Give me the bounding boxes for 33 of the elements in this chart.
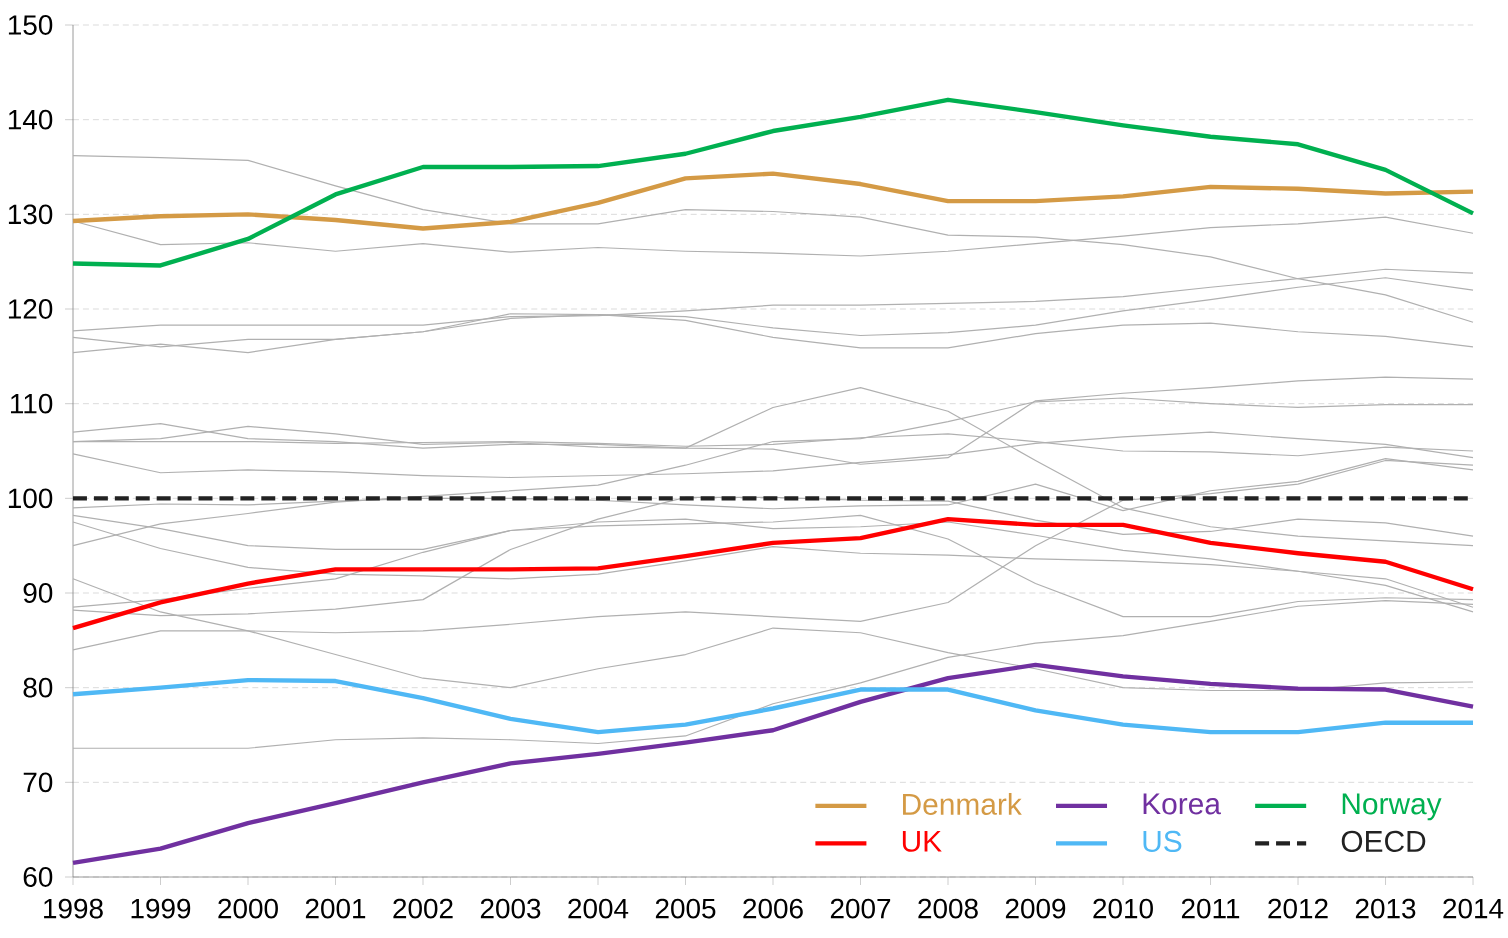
y-tick-label: 80 [23,677,53,698]
y-tick-label: 130 [8,204,53,225]
y-tick-label: 140 [8,109,53,130]
y-tick-label: 70 [23,772,53,793]
legend-label: OECD [1341,830,1426,852]
x-tick-label: 2005 [655,898,716,919]
x-tick-label: 2000 [218,898,278,919]
legend-label: Korea [1143,793,1221,815]
x-tick-label: 2011 [1181,898,1240,919]
x-tick-label: 2003 [480,898,541,919]
x-tick-label: 2004 [568,898,629,919]
x-tick-label: 2002 [393,898,453,919]
x-tick-label: 2009 [1005,898,1066,919]
x-tick-label: 2010 [1093,898,1153,919]
x-tick-label: 2008 [918,898,978,919]
y-tick-label: 60 [23,867,53,887]
legend-label: US [1143,830,1182,852]
legend-label: Norway [1342,793,1442,821]
legend-label: UK [902,830,942,852]
x-tick-label: 2012 [1268,898,1328,919]
y-tick-label: 120 [8,299,53,319]
y-tick-label: 110 [10,393,53,414]
x-tick-label: 1999 [131,898,191,919]
y-tick-label: 100 [8,488,53,509]
x-tick-label: 2007 [830,898,891,919]
x-tick-label: 2006 [743,898,803,919]
x-tick-label: 2013 [1355,898,1416,919]
x-tick-label: 1998 [44,898,103,919]
x-tick-label: 2014 [1443,898,1504,919]
y-tick-label: 150 [8,15,53,35]
legend-label: Denmark [903,792,1022,815]
x-tick-label: 2001 [305,898,366,919]
y-tick-label: 90 [23,583,53,603]
